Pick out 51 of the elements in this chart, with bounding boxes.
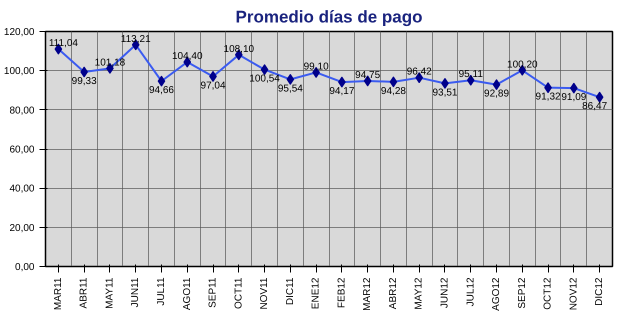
data-label: 99,10: [304, 61, 330, 72]
data-label: 91,09: [561, 92, 587, 104]
x-tick-label: NOV11: [259, 277, 270, 310]
data-label: 95,11: [458, 69, 484, 80]
x-tick-label: MAR11: [52, 277, 64, 310]
x-tick-label: JUL11: [156, 277, 167, 306]
x-tick-label: ENE12: [310, 277, 322, 310]
x-tick-label: AGO11: [182, 277, 193, 310]
x-tick-label: OCT12: [542, 277, 554, 310]
y-tick-label: 0,00: [15, 262, 35, 273]
data-label: 108,10: [224, 44, 255, 55]
y-tick-label: 120,00: [4, 27, 35, 38]
x-tick-label: NOV12: [568, 277, 580, 310]
data-label: 95,54: [278, 83, 304, 94]
x-tick-label: JUN12: [439, 277, 450, 308]
y-tick-label: 20,00: [9, 222, 35, 234]
data-label: 93,51: [432, 87, 458, 98]
y-tick-label: 80,00: [9, 105, 35, 116]
x-tick-label: OCT11: [233, 277, 244, 309]
x-tick-label: JUL12: [465, 277, 476, 306]
data-label: 94,28: [380, 86, 406, 97]
y-tick-label: 100,00: [4, 66, 35, 78]
data-label: 94,75: [355, 70, 381, 81]
data-label: 99,33: [72, 76, 98, 87]
x-tick-label: MAY12: [414, 277, 425, 310]
x-tick-label: JUN11: [130, 277, 142, 308]
data-label: 96,42: [406, 66, 432, 78]
data-label: 113,21: [120, 34, 152, 45]
y-tick-label: 40,00: [9, 184, 35, 195]
data-label: 104,40: [172, 51, 203, 62]
x-tick-label: FEB12: [336, 277, 348, 308]
x-tick-label: MAR12: [362, 277, 374, 311]
x-tick-label: SEP11: [208, 277, 219, 308]
data-label: 86,47: [582, 101, 608, 112]
data-label: 94,17: [329, 86, 355, 98]
data-label: 100,20: [507, 59, 538, 70]
x-tick-label: ABR12: [388, 277, 399, 310]
data-label: 97,04: [200, 80, 226, 92]
x-tick-label: ABR11: [78, 277, 90, 308]
data-label: 92,89: [484, 88, 510, 100]
y-tick-label: 60,00: [9, 144, 35, 156]
x-tick-label: SEP12: [516, 277, 528, 309]
chart-title: Promedio días de pago: [235, 8, 423, 26]
data-label: 100,54: [249, 74, 280, 85]
data-label: 94,66: [148, 85, 174, 96]
data-label: 91,32: [536, 92, 562, 103]
x-tick-label: AGO12: [491, 277, 502, 311]
x-tick-label: MAY11: [104, 277, 116, 309]
x-tick-label: DIC11: [284, 277, 296, 306]
x-tick-label: DIC12: [594, 277, 606, 306]
data-label: 111,04: [48, 38, 78, 50]
